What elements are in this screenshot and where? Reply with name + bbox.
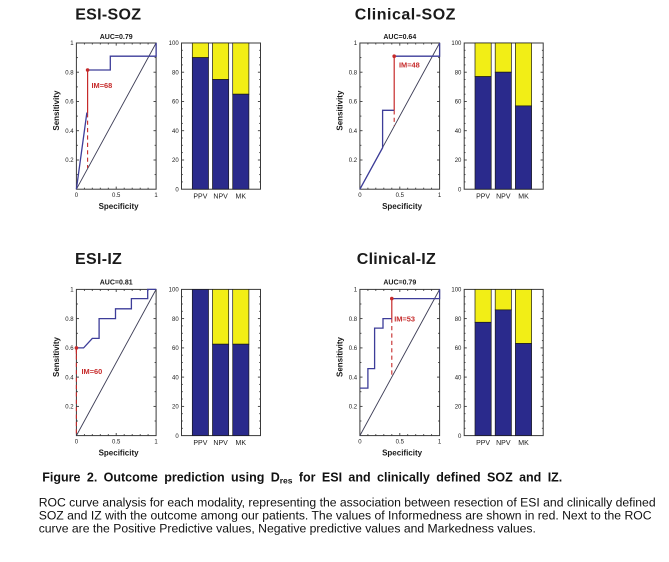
svg-text:0.8: 0.8 — [349, 70, 358, 76]
svg-text:1: 1 — [354, 41, 358, 47]
svg-text:1: 1 — [154, 440, 158, 446]
svg-text:0.6: 0.6 — [349, 100, 358, 106]
svg-text:0: 0 — [458, 187, 462, 193]
svg-text:20: 20 — [455, 158, 462, 164]
svg-text:0.6: 0.6 — [65, 346, 74, 352]
svg-text:NPV: NPV — [496, 440, 511, 447]
svg-text:0.2: 0.2 — [349, 405, 358, 411]
svg-text:MK: MK — [518, 440, 529, 447]
svg-text:0.4: 0.4 — [349, 129, 358, 135]
svg-text:PPV: PPV — [193, 440, 207, 447]
svg-text:Specificity: Specificity — [99, 448, 140, 457]
svg-text:Clinical-SOZ: Clinical-SOZ — [355, 7, 456, 24]
svg-text:0.4: 0.4 — [65, 375, 74, 381]
svg-text:NPV: NPV — [213, 440, 228, 447]
svg-text:0.5: 0.5 — [112, 193, 121, 199]
svg-text:1: 1 — [354, 288, 358, 294]
svg-text:40: 40 — [172, 129, 179, 135]
svg-text:ROC curve analysis for each mo: ROC curve analysis for each modality, re… — [39, 496, 656, 510]
svg-text:1: 1 — [154, 193, 158, 199]
svg-text:0.5: 0.5 — [112, 440, 121, 446]
svg-text:IM=68: IM=68 — [92, 81, 113, 90]
svg-text:Specificity: Specificity — [382, 202, 423, 211]
svg-text:0: 0 — [358, 193, 362, 199]
svg-text:20: 20 — [455, 405, 462, 411]
svg-text:Clinical-IZ: Clinical-IZ — [357, 251, 436, 268]
svg-text:100: 100 — [451, 41, 462, 47]
svg-text:100: 100 — [169, 41, 180, 47]
svg-text:100: 100 — [169, 288, 180, 294]
svg-text:Figure 2. Outcome prediction u: Figure 2. Outcome prediction using Dres … — [42, 471, 562, 486]
svg-text:40: 40 — [455, 375, 462, 381]
svg-text:AUC=0.79: AUC=0.79 — [383, 280, 416, 287]
svg-text:PPV: PPV — [476, 194, 490, 201]
svg-text:0: 0 — [75, 440, 79, 446]
svg-text:20: 20 — [172, 405, 179, 411]
svg-text:100: 100 — [451, 288, 462, 294]
svg-text:AUC=0.81: AUC=0.81 — [100, 280, 133, 287]
svg-text:40: 40 — [455, 129, 462, 135]
svg-text:40: 40 — [172, 375, 179, 381]
svg-text:0.4: 0.4 — [349, 375, 358, 381]
svg-text:MK: MK — [236, 194, 247, 201]
svg-text:1: 1 — [70, 41, 74, 47]
svg-text:Specificity: Specificity — [382, 448, 423, 457]
svg-text:Specificity: Specificity — [99, 202, 140, 211]
svg-text:ESI-IZ: ESI-IZ — [75, 251, 122, 268]
svg-text:60: 60 — [455, 346, 462, 352]
svg-text:80: 80 — [172, 317, 179, 323]
svg-text:0.6: 0.6 — [65, 100, 74, 106]
svg-text:0: 0 — [358, 440, 362, 446]
svg-text:0.2: 0.2 — [65, 158, 74, 164]
svg-text:SOZ and IZ with the outcome am: SOZ and IZ with the outcome among our pa… — [39, 509, 652, 523]
svg-text:AUC=0.64: AUC=0.64 — [383, 34, 416, 41]
svg-text:0.6: 0.6 — [349, 346, 358, 352]
svg-text:IM=53: IM=53 — [394, 314, 415, 323]
svg-text:60: 60 — [172, 346, 179, 352]
svg-text:AUC=0.79: AUC=0.79 — [100, 34, 133, 41]
svg-text:PPV: PPV — [476, 440, 490, 447]
svg-text:1: 1 — [70, 288, 74, 294]
svg-text:0: 0 — [75, 193, 79, 199]
svg-text:0.2: 0.2 — [349, 158, 358, 164]
svg-text:0.4: 0.4 — [65, 129, 74, 135]
svg-text:0.8: 0.8 — [349, 317, 358, 323]
svg-text:1: 1 — [438, 193, 442, 199]
svg-text:curve are the Positive Predict: curve are the Positive Predictive values… — [39, 522, 536, 536]
svg-text:0.5: 0.5 — [396, 440, 405, 446]
svg-text:0.2: 0.2 — [65, 405, 74, 411]
svg-text:0: 0 — [175, 434, 179, 440]
svg-text:PPV: PPV — [193, 194, 207, 201]
svg-text:MK: MK — [518, 194, 529, 201]
svg-text:IM=60: IM=60 — [82, 367, 103, 376]
svg-text:0.5: 0.5 — [396, 193, 405, 199]
svg-text:Sensitivity: Sensitivity — [52, 90, 61, 131]
svg-text:0: 0 — [458, 434, 462, 440]
svg-text:80: 80 — [455, 70, 462, 76]
svg-text:MK: MK — [236, 440, 247, 447]
svg-text:IM=48: IM=48 — [399, 61, 420, 70]
svg-text:Sensitivity: Sensitivity — [52, 336, 61, 377]
svg-text:0.8: 0.8 — [65, 317, 74, 323]
svg-text:60: 60 — [455, 100, 462, 106]
svg-text:ESI-SOZ: ESI-SOZ — [75, 7, 141, 24]
svg-text:NPV: NPV — [213, 194, 228, 201]
svg-text:0: 0 — [175, 187, 179, 193]
svg-text:NPV: NPV — [496, 194, 511, 201]
svg-text:Sensitivity: Sensitivity — [335, 90, 344, 131]
svg-text:60: 60 — [172, 100, 179, 106]
svg-text:Sensitivity: Sensitivity — [335, 336, 344, 377]
svg-text:20: 20 — [172, 158, 179, 164]
svg-text:0.8: 0.8 — [65, 70, 74, 76]
svg-text:1: 1 — [438, 440, 442, 446]
svg-text:80: 80 — [455, 317, 462, 323]
svg-text:80: 80 — [172, 70, 179, 76]
